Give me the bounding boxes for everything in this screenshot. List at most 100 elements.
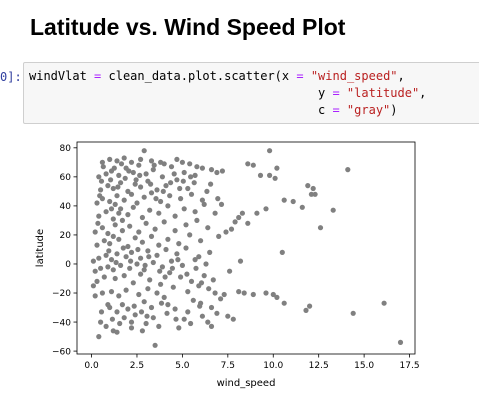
data-point	[103, 323, 109, 329]
data-point	[103, 171, 109, 177]
data-point	[132, 181, 138, 187]
data-point	[127, 223, 133, 229]
data-point	[190, 297, 196, 303]
data-point	[133, 177, 139, 183]
data-point	[179, 159, 185, 165]
data-point	[128, 249, 135, 255]
data-point	[112, 201, 118, 207]
data-point	[142, 262, 148, 268]
data-point	[272, 175, 278, 181]
data-point	[307, 303, 313, 309]
y-tick-label: 20	[60, 231, 72, 241]
data-point	[150, 167, 156, 173]
data-point	[119, 217, 125, 223]
data-point	[138, 271, 144, 277]
data-point	[176, 241, 182, 247]
data-point	[158, 198, 164, 205]
data-point	[103, 209, 109, 215]
data-point	[181, 206, 187, 212]
data-point	[237, 258, 244, 264]
data-point	[152, 226, 158, 232]
data-point	[177, 185, 183, 192]
data-point	[161, 219, 167, 225]
data-point	[98, 178, 105, 184]
data-point	[135, 246, 141, 253]
data-point	[132, 235, 138, 241]
data-point	[163, 246, 169, 253]
y-tick-label: −60	[52, 347, 71, 357]
data-point	[121, 315, 127, 321]
data-point	[127, 265, 133, 271]
data-point	[101, 274, 107, 280]
data-point	[221, 291, 227, 298]
code-punct: ,	[397, 69, 405, 83]
data-point	[148, 233, 155, 239]
data-point	[150, 259, 156, 266]
data-point	[110, 216, 116, 222]
x-tick-label: 0.0	[84, 361, 99, 371]
plot-frame	[76, 141, 416, 355]
data-point	[113, 259, 119, 266]
data-point	[199, 313, 205, 319]
data-point	[245, 220, 251, 226]
data-point	[263, 290, 269, 296]
data-point	[299, 204, 305, 210]
data-point	[232, 219, 238, 225]
data-point	[143, 320, 149, 327]
data-point	[95, 220, 101, 226]
data-point	[96, 213, 102, 219]
data-point	[161, 161, 167, 167]
data-point	[137, 172, 143, 178]
code-punct: )	[390, 103, 398, 117]
y-tick-label: −40	[52, 318, 71, 328]
data-point	[290, 198, 296, 205]
data-point	[136, 162, 142, 168]
data-point	[173, 316, 179, 322]
data-point	[114, 309, 120, 315]
data-point	[219, 168, 225, 174]
data-point	[148, 181, 154, 187]
data-point	[110, 233, 116, 239]
data-point	[199, 165, 205, 171]
data-point	[239, 210, 245, 216]
cell-output: 0.0 2.5 5.0 7.5 10.0 12.5 15.0 17.5 80 60 40 20 0 −2…	[0, 126, 479, 402]
data-point	[120, 245, 126, 251]
data-point	[208, 323, 215, 329]
data-point	[185, 309, 191, 315]
data-point	[118, 262, 124, 268]
data-point	[161, 294, 167, 300]
data-point	[156, 323, 162, 329]
data-point	[105, 264, 111, 270]
data-point	[216, 233, 222, 239]
data-point	[132, 312, 138, 318]
data-point	[185, 185, 191, 192]
x-tick-label: 10.0	[263, 361, 283, 371]
y-tick-label: 0	[65, 260, 71, 270]
data-point	[305, 183, 311, 189]
data-point	[303, 307, 309, 313]
points-layer	[90, 148, 404, 348]
data-point	[136, 229, 142, 235]
code-editor[interactable]: windVlat = clean_data.plot.scatter(x = "…	[29, 68, 426, 119]
code-punct: ,	[419, 86, 427, 100]
data-point	[92, 268, 98, 274]
data-point	[111, 165, 117, 171]
data-point	[98, 187, 104, 193]
data-point	[110, 185, 116, 192]
data-point	[99, 225, 105, 231]
scatter-chart: 0.0 2.5 5.0 7.5 10.0 12.5 15.0 17.5 80 60 40 20 0 −2…	[35, 141, 420, 389]
code-cell[interactable]: windVlat = clean_data.plot.scatter(x = "…	[23, 62, 479, 124]
code-string: "latitude"	[346, 86, 420, 100]
data-point	[241, 290, 247, 296]
data-point	[109, 316, 115, 322]
data-point	[188, 320, 194, 327]
data-point	[94, 200, 100, 206]
x-tick-label: 5.0	[175, 361, 190, 371]
x-tick-label: 7.5	[221, 361, 235, 371]
data-point	[130, 169, 136, 176]
data-point	[105, 183, 111, 189]
data-point	[208, 167, 215, 173]
data-point	[147, 277, 153, 283]
data-point	[281, 197, 287, 203]
data-point	[174, 177, 180, 183]
